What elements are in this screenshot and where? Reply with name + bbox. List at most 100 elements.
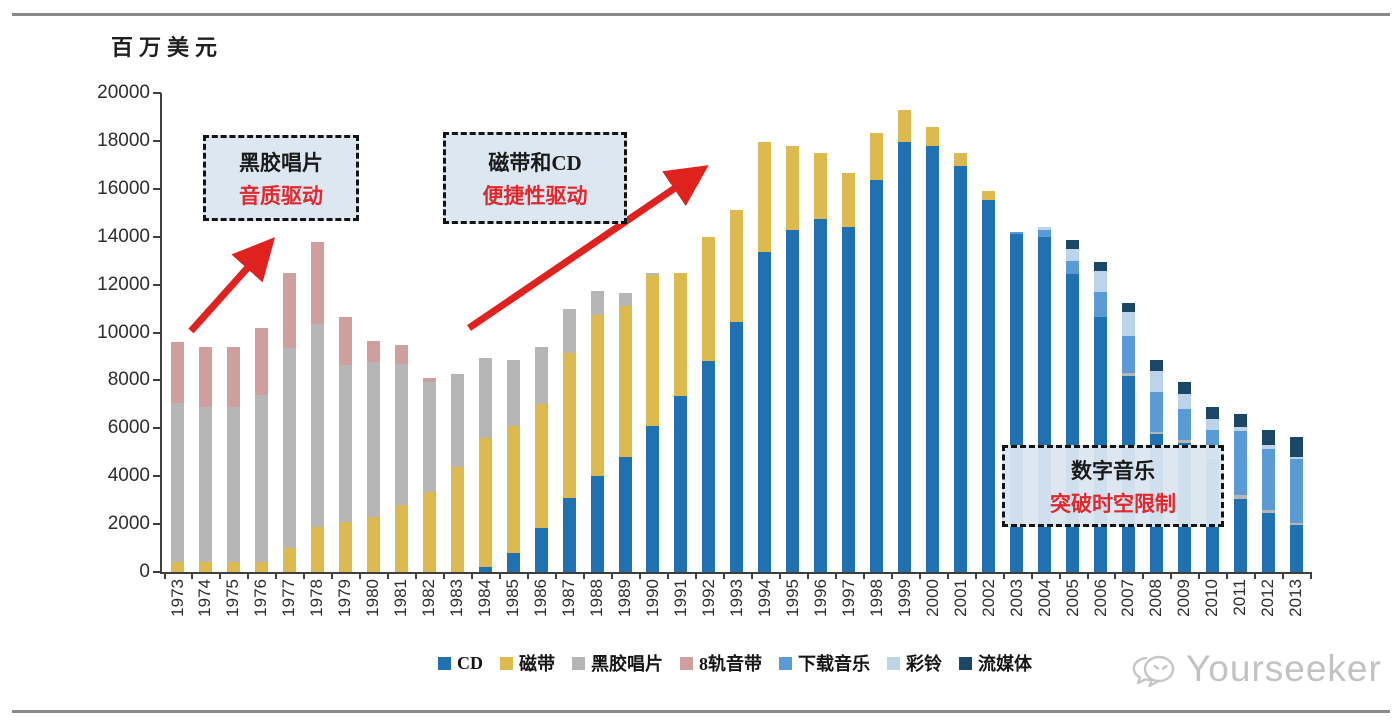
bar-segment-2011 [1233, 495, 1247, 499]
y-tick-mark [153, 475, 161, 478]
bar-segment-1983 [450, 466, 464, 572]
x-tick-mark [666, 572, 669, 579]
x-tick-label: 2009 [1174, 579, 1194, 617]
bar-1990 [646, 272, 660, 572]
x-tick-mark [862, 572, 865, 579]
bar-segment-1984 [478, 567, 492, 572]
bar-segment-2002 [982, 199, 996, 572]
y-tick-label: 12000 [97, 273, 150, 295]
bar-segment-1997 [842, 227, 856, 572]
x-tick-mark [1282, 572, 1285, 579]
bar-segment-2012 [1261, 513, 1275, 572]
x-tick-mark [1226, 572, 1229, 579]
bar-1976 [254, 327, 268, 572]
y-tick-mark [153, 427, 161, 430]
x-tick-label: 1976 [251, 579, 271, 617]
bar-segment-1986 [534, 346, 548, 405]
bar-1978 [310, 241, 324, 572]
x-tick-label: 1983 [447, 579, 467, 617]
bar-segment-1989 [618, 293, 632, 307]
bar-segment-2008 [1149, 360, 1163, 371]
x-tick-label: 2012 [1258, 579, 1278, 617]
bar-segment-1974 [198, 562, 212, 572]
bar-2012 [1261, 429, 1275, 572]
top-divider [12, 13, 1390, 16]
bar-segment-2010 [1205, 406, 1219, 419]
x-tick-mark [611, 572, 614, 579]
x-tick-label: 2013 [1286, 579, 1306, 617]
bar-segment-1992 [702, 361, 716, 572]
legend-swatch [680, 656, 693, 670]
y-tick-mark [153, 379, 161, 382]
x-tick-mark [694, 572, 697, 579]
bar-segment-1979 [338, 316, 352, 365]
bar-segment-1981 [394, 504, 408, 572]
bar-1989 [618, 293, 632, 572]
bar-segment-1989 [618, 457, 632, 572]
bar-segment-1976 [254, 562, 268, 572]
bar-1997 [842, 173, 856, 572]
bar-segment-1980 [366, 340, 380, 363]
y-tick-mark [153, 523, 161, 526]
bar-segment-2002 [982, 191, 996, 200]
y-tick-label: 2000 [107, 513, 150, 535]
bar-segment-1979 [338, 364, 352, 522]
bar-segment-1997 [842, 173, 856, 228]
bar-segment-1999 [898, 142, 912, 572]
bar-segment-1996 [814, 152, 828, 219]
x-tick-label: 1980 [363, 579, 383, 617]
x-tick-mark [722, 572, 725, 579]
x-tick-mark [806, 572, 809, 579]
x-tick-mark [1058, 572, 1061, 579]
bar-segment-2009 [1177, 409, 1191, 441]
x-tick-mark [303, 572, 306, 579]
bar-segment-2013 [1289, 522, 1303, 526]
bar-segment-2000 [926, 126, 940, 146]
x-tick-mark [527, 572, 530, 579]
bar-segment-1973 [171, 342, 184, 404]
bar-segment-2013 [1289, 525, 1303, 572]
bar-segment-2011 [1233, 413, 1247, 428]
x-tick-label: 1984 [475, 579, 495, 617]
y-tick-label: 16000 [97, 177, 150, 199]
bar-1980 [366, 340, 380, 572]
y-tick-mark [153, 187, 161, 190]
bar-segment-1985 [506, 360, 520, 426]
x-tick-mark [471, 572, 474, 579]
bar-segment-1975 [226, 406, 240, 563]
bar-segment-1979 [338, 521, 352, 572]
bar-segment-2007 [1121, 336, 1135, 374]
bar-segment-2009 [1177, 393, 1191, 410]
bar-segment-1990 [646, 275, 660, 426]
bar-segment-1984 [478, 357, 492, 438]
y-axis-unit-label: 百万美元 [111, 35, 224, 60]
bar-segment-1973 [171, 562, 184, 572]
x-tick-mark [834, 572, 837, 579]
legend-label: 彩铃 [906, 654, 942, 674]
bar-2013 [1289, 436, 1303, 572]
bar-segment-1977 [282, 348, 296, 549]
x-tick-label: 1998 [866, 579, 886, 617]
x-tick-mark [1310, 572, 1313, 579]
bar-1993 [730, 210, 744, 572]
legend-item: 8轨音带 [680, 650, 762, 676]
bar-segment-2005 [1066, 273, 1080, 572]
y-tick-label: 10000 [97, 321, 150, 343]
bar-segment-1974 [198, 406, 212, 563]
bar-1977 [282, 272, 296, 572]
y-tick-mark [153, 92, 161, 94]
bar-1998 [870, 132, 884, 572]
bar-segment-1985 [506, 425, 520, 553]
bar-segment-1987 [562, 308, 576, 353]
bar-1981 [394, 344, 408, 572]
legend-swatch [572, 656, 585, 670]
legend-swatch [959, 656, 972, 670]
bar-segment-1977 [282, 272, 296, 349]
bar-segment-2011 [1233, 498, 1247, 572]
x-tick-label: 1978 [307, 579, 327, 617]
bar-segment-2008 [1149, 392, 1163, 432]
bar-segment-2012 [1261, 509, 1275, 514]
bar-segment-1981 [394, 363, 408, 505]
x-tick-label: 1973 [167, 579, 187, 617]
bar-1995 [786, 145, 800, 572]
